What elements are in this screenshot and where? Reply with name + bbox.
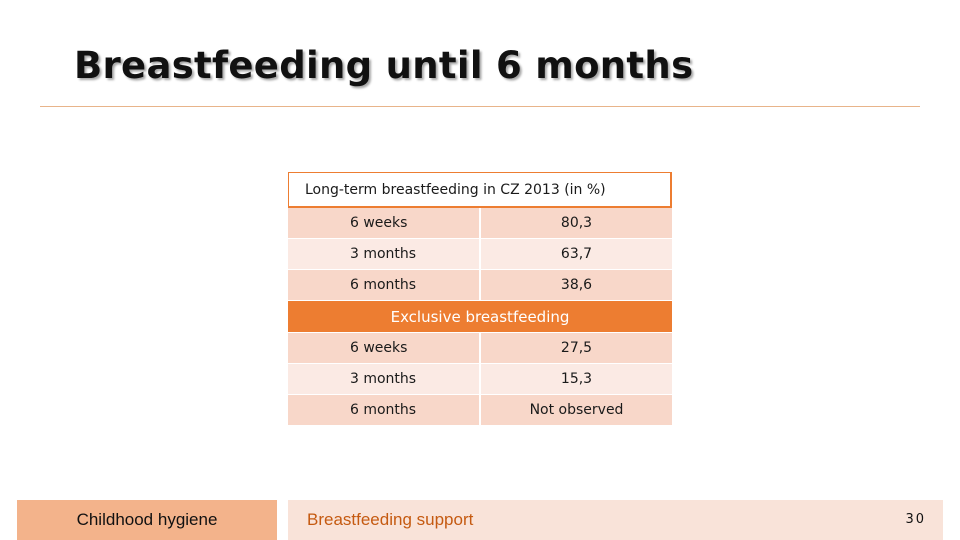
period-cell: 6 months bbox=[288, 270, 481, 301]
table-subheader-row: Exclusive breastfeeding bbox=[288, 301, 673, 333]
value-cell: 63,7 bbox=[481, 239, 673, 270]
table-row: 3 months 15,3 bbox=[288, 364, 673, 395]
footer-course-label: Childhood hygiene bbox=[17, 500, 277, 540]
breastfeeding-table-container: Long-term breastfeeding in CZ 2013 (in %… bbox=[288, 172, 673, 426]
table-header: Long-term breastfeeding in CZ 2013 (in %… bbox=[288, 172, 673, 208]
footer-bar: Breastfeeding support 30 bbox=[288, 500, 943, 540]
value-cell: 80,3 bbox=[481, 208, 673, 239]
value-cell: 15,3 bbox=[481, 364, 673, 395]
footer-course-text: Childhood hygiene bbox=[76, 510, 218, 529]
value-cell: Not observed bbox=[481, 395, 673, 426]
title-divider bbox=[40, 106, 920, 107]
table-row: 6 weeks 80,3 bbox=[288, 208, 673, 239]
table-row: 3 months 63,7 bbox=[288, 239, 673, 270]
period-cell: 6 weeks bbox=[288, 333, 481, 364]
value-cell: 27,5 bbox=[481, 333, 673, 364]
breastfeeding-table: Long-term breastfeeding in CZ 2013 (in %… bbox=[288, 172, 673, 426]
table-row: 6 weeks 27,5 bbox=[288, 333, 673, 364]
value-cell: 38,6 bbox=[481, 270, 673, 301]
table-header-row: Long-term breastfeeding in CZ 2013 (in %… bbox=[288, 172, 673, 208]
table-row: 6 months Not observed bbox=[288, 395, 673, 426]
table-subheader: Exclusive breastfeeding bbox=[288, 301, 673, 333]
page-number: 30 bbox=[905, 512, 926, 527]
period-cell: 3 months bbox=[288, 364, 481, 395]
period-cell: 3 months bbox=[288, 239, 481, 270]
slide-title: Breastfeeding until 6 months bbox=[74, 44, 694, 87]
period-cell: 6 weeks bbox=[288, 208, 481, 239]
table-row: 6 months 38,6 bbox=[288, 270, 673, 301]
period-cell: 6 months bbox=[288, 395, 481, 426]
footer-topic-text: Breastfeeding support bbox=[307, 510, 474, 529]
